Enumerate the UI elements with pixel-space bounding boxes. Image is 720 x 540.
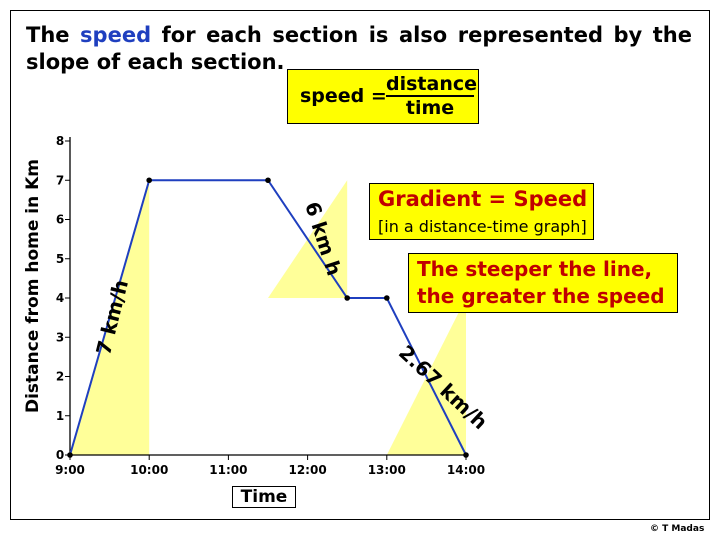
y-tick-label-8: 8 <box>56 134 64 148</box>
y-tick-label-0: 0 <box>56 448 64 462</box>
x-tick-label-1: 9:00 <box>55 463 85 477</box>
distance-time-note: [in a distance-time graph] <box>378 217 587 236</box>
journey-point-3 <box>265 177 271 184</box>
formula-denominator: time <box>405 97 455 119</box>
journey-point-2 <box>146 177 152 184</box>
y-tick-label-7: 7 <box>56 173 64 187</box>
formula-numerator: distance <box>386 73 478 97</box>
journey-point-6 <box>463 452 469 458</box>
x-tick-label-3: 11:00 <box>209 463 247 477</box>
x-tick-label-6: 14:00 <box>447 463 485 477</box>
journey-point-5 <box>384 295 390 301</box>
formula-lhs: speed = <box>300 85 387 107</box>
headline: The speed for each section is also repre… <box>26 23 692 74</box>
slide-frame <box>10 10 710 520</box>
y-tick-label-6: 6 <box>56 213 64 227</box>
x-tick-label-2: 10:00 <box>130 463 168 477</box>
y-tick-label-5: 5 <box>56 252 64 266</box>
y-tick-label-3: 3 <box>56 330 64 344</box>
steeper-line-callout: The steeper the line, the greater the sp… <box>408 253 678 313</box>
journey-line <box>69 179 467 456</box>
speed-word: speed <box>80 23 152 47</box>
x-tick-label-5: 13:00 <box>368 463 406 477</box>
x-axis-title: Time <box>232 486 296 508</box>
steeper-line-text-2: the greater the speed <box>417 284 665 308</box>
gradient-speed-callout: Gradient = Speed [in a distance-time gra… <box>369 183 594 240</box>
gradient-speed-text: Gradient = Speed <box>378 187 588 211</box>
journey-point-4 <box>344 295 351 301</box>
y-tick-label-4: 4 <box>56 291 64 305</box>
x-tick-label-4: 12:00 <box>288 463 326 477</box>
speed-formula-box: speed = distance time <box>287 69 479 124</box>
y-tick-label-1: 1 <box>56 409 64 423</box>
steeper-line-text-1: The steeper the line, <box>417 257 653 281</box>
y-tick-label-2: 2 <box>56 370 64 384</box>
copyright-credit: © T Madas <box>650 524 705 534</box>
journey-point-1 <box>67 452 73 458</box>
